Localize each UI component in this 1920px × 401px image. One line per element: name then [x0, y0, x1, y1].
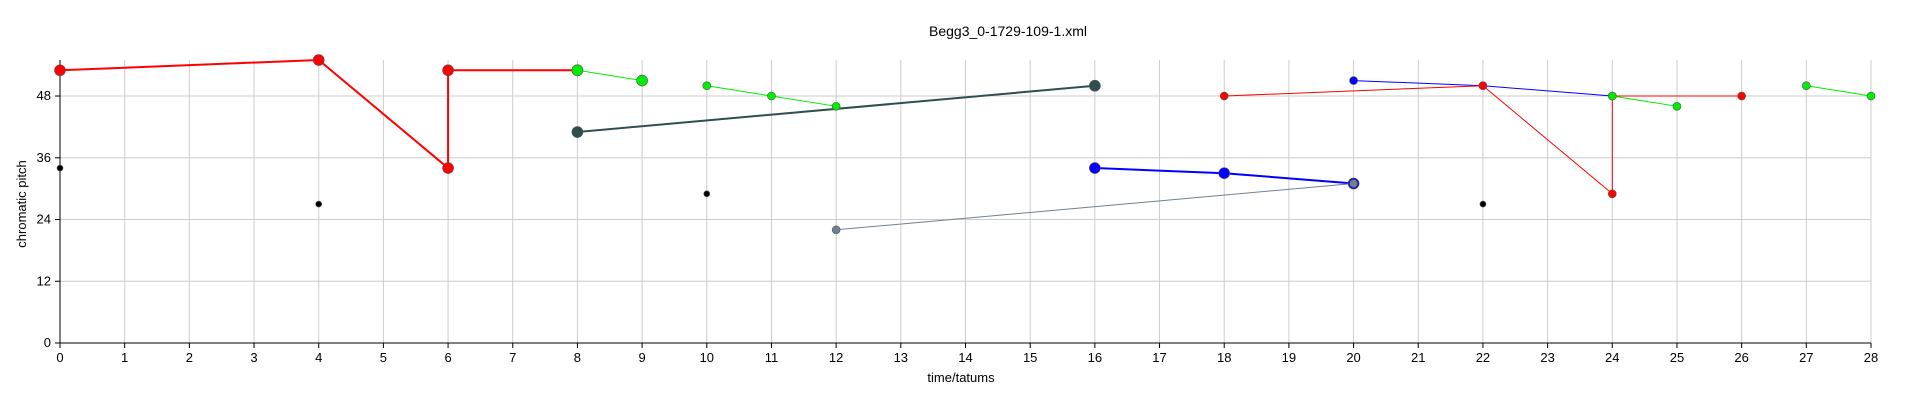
y-tick-label: 12	[37, 273, 51, 288]
x-tick-label: 2	[186, 350, 193, 365]
x-tick-label: 5	[380, 350, 387, 365]
x-tick-label: 15	[1023, 350, 1037, 365]
data-point	[312, 54, 325, 66]
data-point	[831, 102, 841, 111]
x-tick-label: 0	[56, 350, 63, 365]
x-tick-label: 1	[121, 350, 128, 365]
data-point	[315, 200, 323, 208]
x-tick-label: 12	[829, 350, 843, 365]
chart-title: Begg3_0-1729-109-1.xml	[929, 23, 1087, 39]
x-tick-label: 22	[1476, 350, 1490, 365]
y-tick-label: 24	[37, 212, 51, 227]
data-point	[571, 64, 584, 77]
series-lines	[59, 59, 1872, 231]
x-tick-label: 19	[1282, 350, 1296, 365]
x-tick-label: 25	[1670, 350, 1684, 365]
x-tick-label: 11	[765, 350, 779, 365]
x-tick-label: 7	[509, 350, 516, 365]
series-line	[836, 182, 1354, 231]
data-point	[1349, 76, 1358, 85]
data-point	[1089, 79, 1101, 92]
series-line	[1612, 95, 1678, 107]
data-point	[1478, 81, 1488, 91]
series-line	[577, 69, 643, 82]
y-tick-label: 36	[37, 150, 51, 165]
data-point	[571, 126, 584, 138]
series-line	[1806, 85, 1872, 97]
data-point	[702, 81, 712, 91]
data-point	[767, 91, 776, 101]
series-line	[1224, 172, 1354, 185]
y-tick-label: 48	[37, 88, 51, 103]
series-line	[1353, 80, 1483, 87]
data-point	[831, 225, 841, 235]
series-line	[1482, 85, 1613, 195]
x-axis-label: time/tatums	[927, 370, 995, 385]
x-tick-label: 24	[1605, 350, 1619, 365]
x-tick-label: 20	[1346, 350, 1360, 365]
grid	[59, 60, 1872, 344]
x-tick-label: 16	[1088, 350, 1102, 365]
series-line	[318, 59, 449, 169]
y-tick-label: 0	[44, 335, 51, 350]
x-tick-label: 26	[1734, 350, 1748, 365]
data-point	[1802, 81, 1811, 91]
x-tick-label: 18	[1217, 350, 1231, 365]
axes: 0 1 2 3 4 5 6 7 8 9 10 11 12 13 14 15 16 17 18 19 20 21 22 23 24…	[37, 60, 1878, 365]
data-point	[703, 190, 711, 198]
data-point	[442, 162, 454, 174]
x-tick-label: 28	[1864, 350, 1878, 365]
x-tick-label: 4	[315, 350, 322, 365]
data-point	[1737, 91, 1746, 101]
series-line	[771, 95, 837, 107]
series-points	[54, 54, 1876, 235]
series-line	[1094, 167, 1225, 175]
data-point	[1607, 91, 1617, 101]
y-axis-label: chromatic pitch	[14, 160, 29, 247]
data-point	[56, 164, 64, 172]
data-point	[636, 74, 648, 87]
x-tick-label: 10	[700, 350, 714, 365]
x-tick-label: 3	[250, 350, 257, 365]
series-line	[59, 59, 319, 72]
x-tick-label: 17	[1152, 350, 1166, 365]
x-tick-label: 6	[444, 350, 451, 365]
x-tick-label: 14	[958, 350, 972, 365]
data-point	[1672, 102, 1682, 111]
x-tick-label: 13	[894, 350, 908, 365]
data-point	[1866, 91, 1876, 101]
data-point	[1607, 189, 1617, 199]
data-point	[1089, 162, 1101, 174]
data-point	[1219, 91, 1229, 101]
data-point	[54, 64, 66, 77]
series-line	[1224, 85, 1483, 97]
data-point	[1349, 179, 1358, 188]
x-tick-label: 23	[1540, 350, 1554, 365]
series-line	[1482, 85, 1613, 97]
data-point	[442, 64, 454, 77]
x-tick-label: 8	[574, 350, 581, 365]
x-tick-label: 9	[638, 350, 645, 365]
x-tick-label: 21	[1411, 350, 1425, 365]
data-point	[1218, 167, 1231, 179]
data-point	[1479, 200, 1487, 208]
series-line	[706, 85, 772, 97]
x-tick-label: 27	[1799, 350, 1813, 365]
